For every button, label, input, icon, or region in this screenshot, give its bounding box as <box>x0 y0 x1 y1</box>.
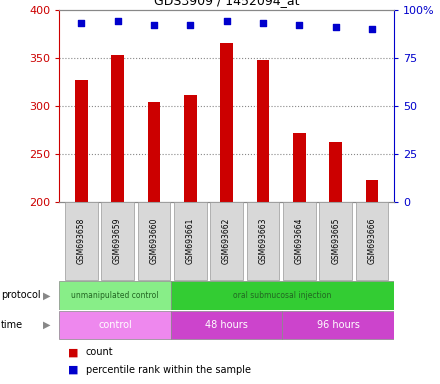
Text: count: count <box>86 347 114 358</box>
Bar <box>171 311 282 339</box>
Bar <box>147 102 160 202</box>
Text: GSM693660: GSM693660 <box>150 218 158 264</box>
Bar <box>293 134 306 202</box>
Text: GSM693662: GSM693662 <box>222 218 231 264</box>
Bar <box>101 202 134 280</box>
Text: GSM693663: GSM693663 <box>258 218 268 264</box>
Bar <box>319 202 352 280</box>
Text: ▶: ▶ <box>43 320 50 330</box>
Bar <box>75 80 88 202</box>
Bar <box>138 202 170 280</box>
Text: control: control <box>98 320 132 330</box>
Bar <box>282 311 394 339</box>
Bar <box>366 180 378 202</box>
Bar <box>356 202 389 280</box>
Point <box>150 22 158 28</box>
Point <box>332 24 339 30</box>
Point <box>114 18 121 24</box>
Point <box>296 22 303 28</box>
Bar <box>171 281 394 310</box>
Text: GSM693664: GSM693664 <box>295 218 304 264</box>
Bar <box>111 55 124 202</box>
Bar <box>257 61 269 202</box>
Text: GSM693659: GSM693659 <box>113 218 122 264</box>
Text: 48 hours: 48 hours <box>205 320 248 330</box>
Point <box>187 22 194 28</box>
Text: unmanipulated control: unmanipulated control <box>71 291 159 300</box>
Point <box>223 18 230 24</box>
Text: ■: ■ <box>68 364 79 375</box>
Bar <box>329 142 342 202</box>
Point <box>78 20 85 26</box>
Bar <box>210 202 243 280</box>
Point <box>260 20 267 26</box>
Text: 96 hours: 96 hours <box>317 320 359 330</box>
Text: GSM693665: GSM693665 <box>331 218 340 264</box>
Text: ▶: ▶ <box>43 290 50 300</box>
Text: GSM693661: GSM693661 <box>186 218 195 264</box>
Text: GSM693666: GSM693666 <box>367 218 377 264</box>
Text: oral submucosal injection: oral submucosal injection <box>233 291 331 300</box>
Title: GDS3909 / 1452094_at: GDS3909 / 1452094_at <box>154 0 299 7</box>
Bar <box>246 202 279 280</box>
Text: percentile rank within the sample: percentile rank within the sample <box>86 364 251 375</box>
Bar <box>184 95 197 202</box>
Bar <box>59 281 171 310</box>
Text: ■: ■ <box>68 347 79 358</box>
Bar <box>174 202 207 280</box>
Bar <box>220 43 233 202</box>
Point <box>368 26 375 32</box>
Bar <box>65 202 98 280</box>
Bar <box>283 202 315 280</box>
Text: time: time <box>1 320 23 330</box>
Bar <box>59 311 171 339</box>
Text: GSM693658: GSM693658 <box>77 218 86 264</box>
Text: protocol: protocol <box>1 290 40 300</box>
